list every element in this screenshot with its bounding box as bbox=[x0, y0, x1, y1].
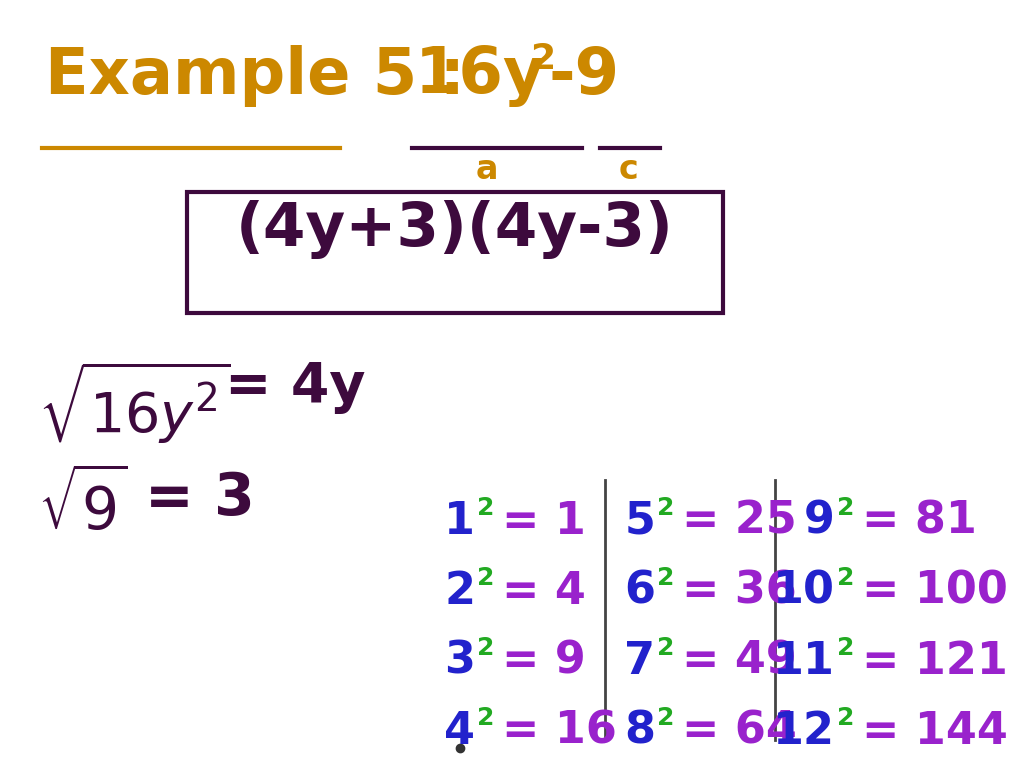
Text: 3: 3 bbox=[444, 640, 475, 683]
Text: = 9: = 9 bbox=[502, 640, 586, 683]
Text: = 16: = 16 bbox=[502, 710, 616, 753]
Text: a: a bbox=[476, 153, 499, 186]
Text: 2: 2 bbox=[837, 566, 854, 590]
Text: 5: 5 bbox=[624, 500, 655, 543]
Text: 9: 9 bbox=[804, 500, 835, 543]
Text: 2: 2 bbox=[837, 636, 854, 660]
Text: 16y: 16y bbox=[415, 45, 546, 107]
Text: 2: 2 bbox=[530, 42, 555, 76]
Text: 7: 7 bbox=[624, 640, 655, 683]
Text: $\sqrt{16y^2}$: $\sqrt{16y^2}$ bbox=[38, 360, 230, 446]
Text: 2: 2 bbox=[657, 496, 675, 520]
Text: 2: 2 bbox=[657, 636, 675, 660]
Text: = 1: = 1 bbox=[502, 500, 586, 543]
Text: 2: 2 bbox=[657, 706, 675, 730]
Text: 12: 12 bbox=[773, 710, 835, 753]
Text: Example 5 :: Example 5 : bbox=[45, 45, 465, 107]
Text: 2: 2 bbox=[477, 706, 495, 730]
Text: = 100: = 100 bbox=[862, 570, 1008, 613]
Text: 1: 1 bbox=[444, 500, 475, 543]
Text: 2: 2 bbox=[837, 706, 854, 730]
Text: = 36: = 36 bbox=[682, 570, 797, 613]
Text: = 3: = 3 bbox=[145, 470, 255, 527]
Text: 2: 2 bbox=[444, 570, 475, 613]
Text: 2: 2 bbox=[837, 496, 854, 520]
Text: 2: 2 bbox=[477, 636, 495, 660]
Text: (4y+3)(4y-3): (4y+3)(4y-3) bbox=[237, 200, 674, 259]
Text: = 121: = 121 bbox=[862, 640, 1008, 683]
FancyBboxPatch shape bbox=[187, 192, 723, 313]
Text: = 4: = 4 bbox=[502, 570, 586, 613]
Text: $\sqrt{9}$: $\sqrt{9}$ bbox=[38, 470, 128, 541]
Text: 4: 4 bbox=[444, 710, 475, 753]
Text: = 144: = 144 bbox=[862, 710, 1008, 753]
Text: = 4y: = 4y bbox=[225, 360, 366, 414]
Text: -9: -9 bbox=[548, 45, 620, 107]
Text: = 49: = 49 bbox=[682, 640, 797, 683]
Text: 2: 2 bbox=[477, 496, 495, 520]
Text: 10: 10 bbox=[773, 570, 835, 613]
Text: 2: 2 bbox=[657, 566, 675, 590]
Text: c: c bbox=[618, 153, 638, 186]
Text: 8: 8 bbox=[624, 710, 655, 753]
Text: 2: 2 bbox=[477, 566, 495, 590]
Text: 11: 11 bbox=[773, 640, 835, 683]
Text: 6: 6 bbox=[624, 570, 655, 613]
Text: = 25: = 25 bbox=[682, 500, 797, 543]
Text: = 64: = 64 bbox=[682, 710, 797, 753]
Text: = 81: = 81 bbox=[862, 500, 977, 543]
